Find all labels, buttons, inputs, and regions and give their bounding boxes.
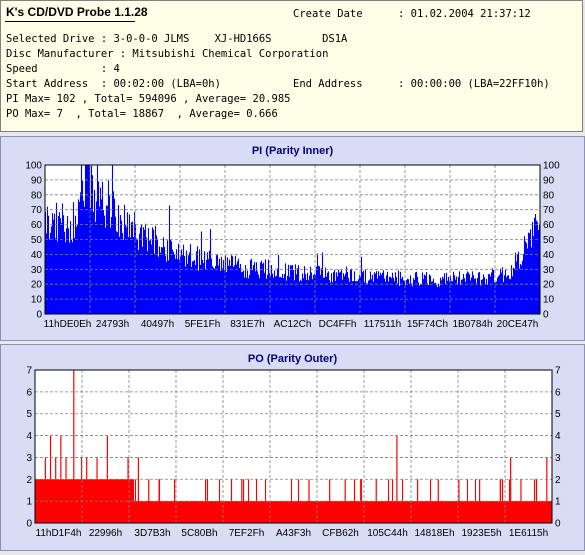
pi-ytick-left: 90 bbox=[31, 175, 43, 186]
title-underline bbox=[5, 21, 135, 22]
pi-ytick-right: 80 bbox=[543, 190, 555, 201]
po-ytick-left: 6 bbox=[26, 387, 32, 398]
pi-plot-border bbox=[44, 164, 541, 315]
po-xtick-label: 3D7B3h bbox=[134, 528, 170, 539]
po-ytick-right: 1 bbox=[555, 497, 561, 508]
pi-ytick-right: 10 bbox=[543, 295, 555, 306]
pi-ytick-left: 50 bbox=[31, 235, 43, 246]
pi-ytick-right: 40 bbox=[543, 250, 555, 261]
pi-chart-title: PI (Parity Inner) bbox=[251, 145, 334, 157]
pi-xtick-label: 5FE1Fh bbox=[185, 319, 221, 330]
pi-ytick-left: 100 bbox=[25, 161, 42, 172]
po-plot-border bbox=[34, 369, 553, 524]
pi-ytick-right: 90 bbox=[543, 175, 555, 186]
end-address-value: : 00:00:00 (LBA=22FF10h) bbox=[398, 78, 550, 90]
pi-stats-line: PI Max= 102 , Total= 594096 , Average= 2… bbox=[6, 93, 291, 105]
pi-xtick-label: 15F74Ch bbox=[407, 319, 448, 330]
pi-ytick-right: 70 bbox=[543, 205, 555, 216]
po-chart: 0 0 1 1 2 2 3 3 4 4 5 5 6 6 7 7 11hD1F4h 22996h 3D7B3h 5C80… bbox=[26, 366, 561, 540]
start-address-line: Start Address : 00:02:00 (LBA=0h) bbox=[6, 78, 221, 90]
create-date-value: : 01.02.2004 21:37:12 bbox=[398, 8, 531, 20]
pi-xtick-label: 20CE47h bbox=[497, 319, 539, 330]
po-stats-line: PO Max= 7 , Total= 18867 , Average= 0.66… bbox=[6, 108, 278, 120]
po-ytick-left: 3 bbox=[26, 453, 32, 464]
po-xtick-label: CFB62h bbox=[322, 528, 359, 539]
manufacturer-line: Disc Manufacturer : Mitsubishi Chemical … bbox=[6, 48, 329, 60]
po-xtick-label: 1923E5h bbox=[461, 528, 501, 539]
po-ytick-left: 4 bbox=[26, 431, 32, 442]
po-xtick-label: 11hD1F4h bbox=[36, 528, 82, 539]
pi-ytick-right: 0 bbox=[543, 310, 549, 321]
pi-ytick-right: 30 bbox=[543, 265, 555, 276]
pi-xtick-label: 40497h bbox=[141, 319, 174, 330]
pi-ytick-left: 60 bbox=[31, 220, 43, 231]
po-ytick-right: 6 bbox=[555, 387, 561, 398]
po-ytick-left: 2 bbox=[26, 475, 32, 486]
pi-ytick-right: 50 bbox=[543, 235, 555, 246]
po-xtick-label: 14818Eh bbox=[414, 528, 454, 539]
pi-xtick-label: 11hDE0Eh bbox=[44, 319, 92, 330]
pi-ytick-left: 10 bbox=[31, 295, 43, 306]
po-ytick-left: 1 bbox=[26, 497, 32, 508]
pi-xtick-label: AC12Ch bbox=[274, 319, 312, 330]
pi-xtick-label: 24793h bbox=[96, 319, 129, 330]
pi-xtick-label: 831E7h bbox=[230, 319, 264, 330]
pi-ytick-right: 60 bbox=[543, 220, 555, 231]
po-ytick-left: 7 bbox=[26, 366, 32, 377]
app-title: K's CD/DVD Probe 1.1.28 bbox=[6, 5, 148, 19]
speed-line: Speed : 4 bbox=[6, 63, 120, 75]
pi-ytick-right: 20 bbox=[543, 280, 555, 291]
po-ytick-left: 0 bbox=[26, 519, 32, 530]
pi-ytick-right: 100 bbox=[543, 161, 560, 172]
drive-line: Selected Drive : 3-0-0-0 JLMS XJ-HD166S … bbox=[6, 33, 348, 45]
po-ytick-right: 7 bbox=[555, 366, 561, 377]
po-grid bbox=[35, 370, 552, 523]
po-xtick-label: 22996h bbox=[89, 528, 122, 539]
po-xtick-label: A43F3h bbox=[276, 528, 311, 539]
po-chart-title: PO (Parity Outer) bbox=[247, 353, 338, 365]
end-address-label: End Address bbox=[293, 78, 363, 90]
pi-grid bbox=[45, 165, 540, 314]
po-ytick-right: 4 bbox=[555, 431, 561, 442]
pi-ytick-left: 30 bbox=[31, 265, 43, 276]
po-ytick-right: 0 bbox=[555, 519, 561, 530]
po-chart-panel: PO (Parity Outer) 0 0 1 1 2 2 3 3 4 4 5 5 6 6 7 7 11hD1F… bbox=[0, 344, 585, 551]
po-ytick-left: 5 bbox=[26, 409, 32, 420]
pi-chart: 0 0 10 10 20 20 30 30 40 40 50 50 60 60 70 70 80 80 90 90 10… bbox=[25, 161, 560, 331]
po-xtick-label: 5C80Bh bbox=[181, 528, 217, 539]
po-xtick-label: 105C44h bbox=[367, 528, 408, 539]
pi-ytick-left: 80 bbox=[31, 190, 43, 201]
info-panel: K's CD/DVD Probe 1.1.28 Create Date : 01… bbox=[0, 0, 583, 132]
pi-ytick-left: 0 bbox=[36, 310, 42, 321]
po-ytick-right: 2 bbox=[555, 475, 561, 486]
po-ytick-right: 3 bbox=[555, 453, 561, 464]
pi-ytick-left: 70 bbox=[31, 205, 43, 216]
create-date-label: Create Date bbox=[293, 8, 363, 20]
pi-xtick-label: 1B0784h bbox=[452, 319, 492, 330]
pi-ytick-left: 40 bbox=[31, 250, 43, 261]
pi-ytick-left: 20 bbox=[31, 280, 43, 291]
pi-xtick-label: 117511h bbox=[364, 319, 401, 330]
pi-chart-panel: PI (Parity Inner) 0 0 10 10 20 20 30 30 40 40 50 50… bbox=[0, 136, 585, 341]
po-xtick-label: 7EF2Fh bbox=[229, 528, 265, 539]
po-ytick-right: 5 bbox=[555, 409, 561, 420]
pi-xtick-label: DC4FFh bbox=[319, 319, 357, 330]
po-xtick-label: 1E6115h bbox=[509, 528, 548, 539]
